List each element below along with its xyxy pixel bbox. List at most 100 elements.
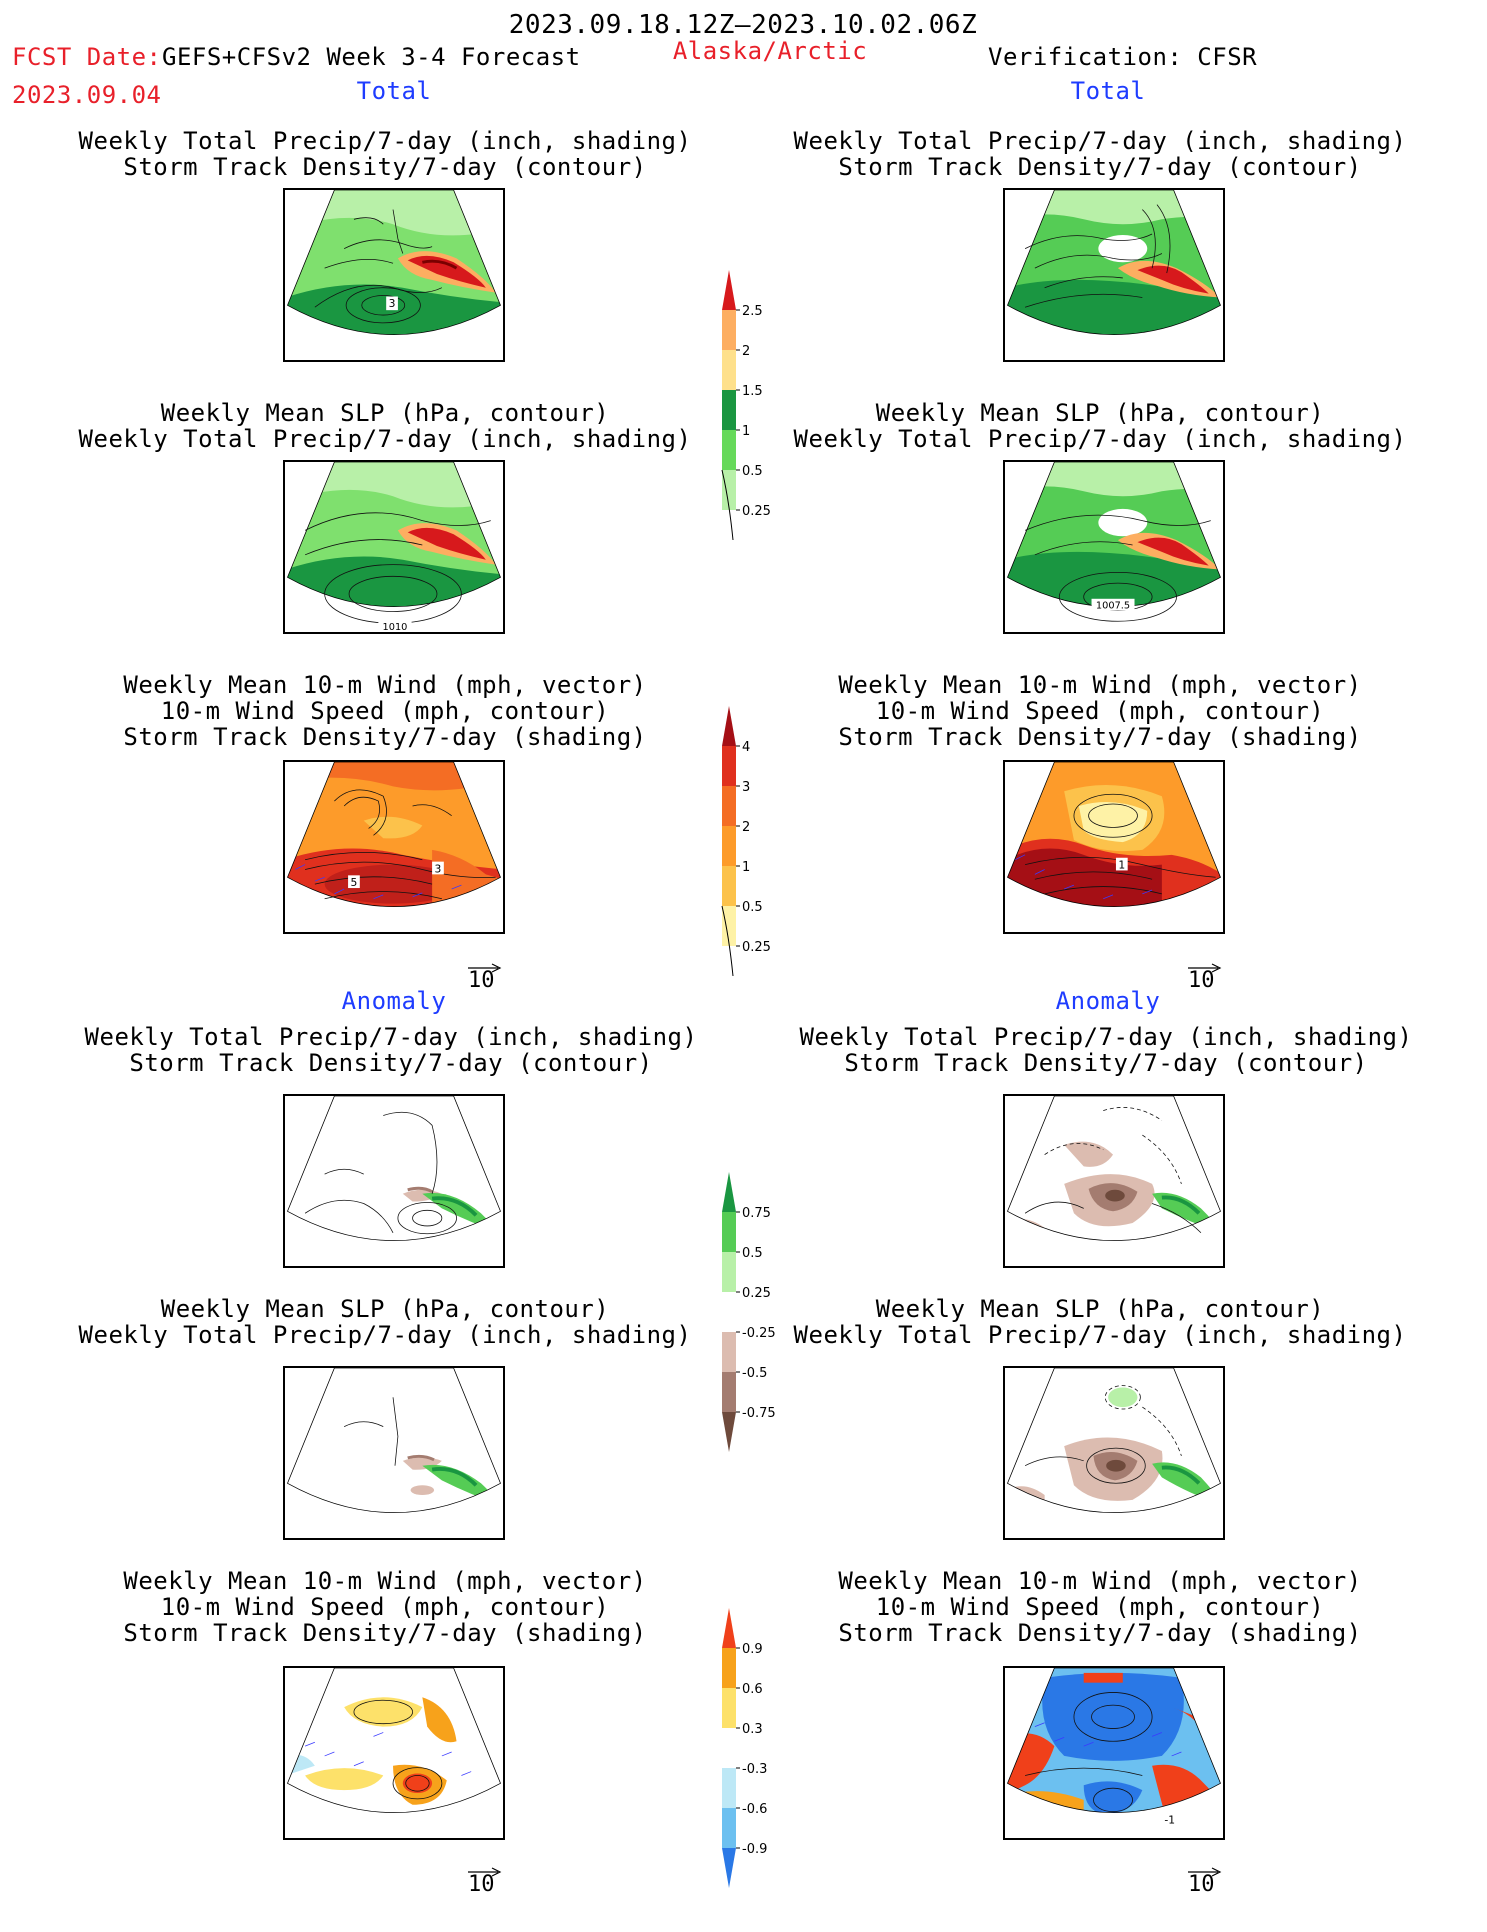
colorbar-swatch <box>722 1768 736 1808</box>
fcst-label: FCST Date: <box>12 43 162 71</box>
colorbar-swatch <box>722 470 736 510</box>
title-l6-3: Storm Track Density/7-day (shading) <box>123 1619 647 1647</box>
region-title: Alaska/Arctic <box>672 37 868 65</box>
colorbar-swatch <box>722 746 736 786</box>
vector-ref-l-total <box>468 958 504 977</box>
colorbar-tail <box>721 905 734 977</box>
title-r1-2: Storm Track Density/7-day (contour) <box>838 153 1362 181</box>
title-l4-1: Weekly Total Precip/7-day (inch, shading… <box>84 1023 698 1051</box>
section-anomaly-left: Anomaly <box>341 987 447 1015</box>
colorbar-swatch <box>722 1332 736 1372</box>
colorbar-swatch <box>722 310 736 350</box>
title-r4-1: Weekly Total Precip/7-day (inch, shading… <box>799 1023 1413 1051</box>
title-r2-1: Weekly Mean SLP (hPa, contour) <box>875 399 1325 427</box>
model-title: GEFS+CFSv2 Week 3-4 Forecast <box>162 43 581 71</box>
verification-title: Verification: CFSR <box>988 43 1258 71</box>
colorbar-label: 2 <box>742 820 750 835</box>
colorbar-tail <box>721 469 734 541</box>
title-r3-3: Storm Track Density/7-day (shading) <box>838 723 1362 751</box>
map-obs-anom-slp <box>1003 1366 1225 1540</box>
map-obs-anom-wind: -1 <box>1003 1666 1225 1840</box>
colorbar-swatch <box>722 786 736 826</box>
map-label-fcst-slp: 1010 <box>383 622 408 632</box>
colorbar-storm-total: 4 3 2 1 0.5 0.25 <box>721 706 812 1020</box>
colorbar-label: -0.75 <box>742 1406 776 1421</box>
colorbar-label: 2.5 <box>742 304 763 319</box>
title-l4-2: Storm Track Density/7-day (contour) <box>129 1049 653 1077</box>
map-obs-total-precip <box>1003 188 1225 362</box>
map-obs-anom-precip <box>1003 1094 1225 1268</box>
title-r2-2: Weekly Total Precip/7-day (inch, shading… <box>793 425 1407 453</box>
colorbar-swatch <box>722 1808 736 1848</box>
colorbar-label: 0.75 <box>742 1206 771 1221</box>
title-r4-2: Storm Track Density/7-day (contour) <box>844 1049 1368 1077</box>
colorbar-label: 0.6 <box>742 1682 763 1697</box>
title-r1-1: Weekly Total Precip/7-day (inch, shading… <box>793 127 1407 155</box>
colorbar-label: -0.9 <box>742 1842 767 1857</box>
colorbar-label: 0.25 <box>742 940 771 955</box>
map-label-obs-slp: 1007.5 <box>1096 601 1130 612</box>
section-total-left: Total <box>356 77 432 105</box>
colorbar-swatch <box>722 1728 736 1768</box>
colorbar-label: 0.9 <box>742 1642 763 1657</box>
map-fcst-anom-slp <box>283 1366 505 1540</box>
title-l2-1: Weekly Mean SLP (hPa, contour) <box>160 399 610 427</box>
colorbar-swatch <box>722 706 736 746</box>
colorbar-storm-anom: 0.9 0.6 0.3 -0.3 -0.6 -0.9 <box>722 1608 812 1932</box>
colorbar-label: 0.25 <box>742 504 771 519</box>
title-l6-1: Weekly Mean 10-m Wind (mph, vector) <box>123 1567 647 1595</box>
colorbar-swatch <box>722 1372 736 1412</box>
title-l6-2: 10-m Wind Speed (mph, contour) <box>160 1593 610 1621</box>
title-r6-1: Weekly Mean 10-m Wind (mph, vector) <box>838 1567 1362 1595</box>
colorbar-swatch <box>722 826 736 866</box>
colorbar-swatch <box>722 906 736 946</box>
colorbar-swatch <box>722 1212 736 1252</box>
colorbar-label: 0.3 <box>742 1722 763 1737</box>
colorbar-label: 0.25 <box>742 1286 771 1301</box>
colorbar-swatch <box>722 866 736 906</box>
colorbar-swatch <box>722 430 736 470</box>
colorbar-label: -0.5 <box>742 1366 767 1381</box>
vector-ref-r-anom <box>1188 1862 1224 1881</box>
colorbar-label: 1.5 <box>742 384 763 399</box>
map-obs-total-wind: 1 <box>1003 760 1225 934</box>
title-l5-1: Weekly Mean SLP (hPa, contour) <box>160 1295 610 1323</box>
colorbar-label: -0.6 <box>742 1802 767 1817</box>
map-label-obs-wind: 1 <box>1118 858 1125 871</box>
colorbar-precip-total: 2.5 2 1.5 1 0.5 0.25 <box>721 270 812 584</box>
colorbar-label: 4 <box>742 740 750 755</box>
section-total-right: Total <box>1070 77 1146 105</box>
colorbar-swatch <box>722 1252 736 1292</box>
colorbar-swatch <box>722 1848 736 1888</box>
title-l5-2: Weekly Total Precip/7-day (inch, shading… <box>78 1321 692 1349</box>
colorbar-label: 1 <box>742 860 750 875</box>
map-fcst-total-wind: 5 3 <box>283 760 505 934</box>
colorbar-swatch <box>722 350 736 390</box>
colorbar-swatch <box>722 1172 736 1212</box>
colorbar-swatch <box>722 1608 736 1648</box>
colorbar-swatch <box>722 270 736 310</box>
map-label-fcst-precip: 3 <box>389 297 396 310</box>
colorbar-swatch <box>722 1292 736 1332</box>
colorbar-precip-anom: 0.75 0.5 0.25 -0.25 -0.5 -0.75 <box>722 1172 812 1496</box>
title-l1-2: Storm Track Density/7-day (contour) <box>123 153 647 181</box>
period-title: 2023.09.18.12Z–2023.10.02.06Z <box>508 10 978 40</box>
colorbar-label: 0.5 <box>742 900 763 915</box>
title-r3-2: 10-m Wind Speed (mph, contour) <box>875 697 1325 725</box>
title-r6-2: 10-m Wind Speed (mph, contour) <box>875 1593 1325 1621</box>
title-r5-2: Weekly Total Precip/7-day (inch, shading… <box>793 1321 1407 1349</box>
colorbar-label: 2 <box>742 344 750 359</box>
title-l3-1: Weekly Mean 10-m Wind (mph, vector) <box>123 671 647 699</box>
title-r6-3: Storm Track Density/7-day (shading) <box>838 1619 1362 1647</box>
title-l3-3: Storm Track Density/7-day (shading) <box>123 723 647 751</box>
colorbar-label: 0.5 <box>742 1246 763 1261</box>
map-label-fcst-wind-a: 5 <box>351 876 358 889</box>
map-fcst-anom-precip <box>283 1094 505 1268</box>
colorbar-label: 1 <box>742 424 750 439</box>
vector-ref-r-total <box>1188 958 1224 977</box>
section-anomaly-right: Anomaly <box>1055 987 1161 1015</box>
title-r5-1: Weekly Mean SLP (hPa, contour) <box>875 1295 1325 1323</box>
vector-ref-label: 10 <box>468 1872 495 1897</box>
map-label-obs-wind-anom: -1 <box>1164 1813 1175 1826</box>
colorbar-swatch <box>722 1412 736 1452</box>
